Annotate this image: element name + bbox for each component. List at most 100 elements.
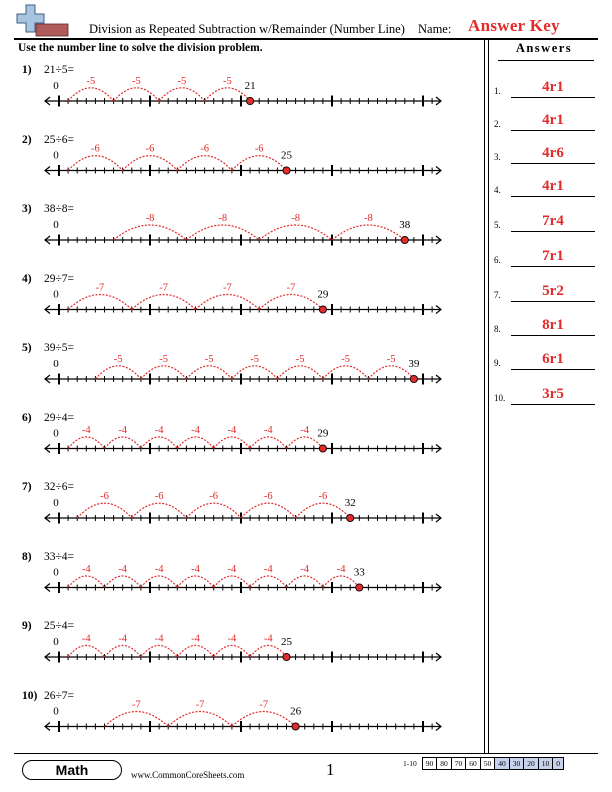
- jump-arc: [249, 644, 287, 658]
- jump-arc: [131, 294, 196, 310]
- dividend-label: 39: [408, 358, 420, 370]
- jump-arc: [286, 575, 324, 588]
- jump-label: -5: [159, 354, 168, 365]
- subject-badge: Math: [22, 760, 122, 780]
- problem-number: 1): [22, 64, 32, 76]
- jump-arc: [67, 644, 105, 658]
- answer-number: 10.: [494, 393, 506, 403]
- jump-label: -7: [196, 700, 205, 711]
- jump-arc: [104, 436, 142, 449]
- dividend-dot: [246, 96, 255, 106]
- website-link[interactable]: www.CommonCoreSheets.com: [131, 770, 245, 780]
- jump-label: -4: [228, 564, 237, 575]
- answer-blank-line: [511, 301, 595, 302]
- dividend-dot: [318, 444, 327, 453]
- dividend-label: 29: [317, 289, 329, 301]
- jump-arc: [104, 644, 142, 658]
- jump-label: -4: [300, 425, 309, 436]
- jump-label: -7: [159, 283, 168, 294]
- dividend-dot: [318, 305, 327, 314]
- jump-label: -4: [300, 564, 309, 575]
- score-cell: 80: [436, 757, 452, 770]
- jump-label: -4: [228, 425, 237, 436]
- jump-arc: [231, 711, 297, 727]
- jump-label: -4: [155, 633, 164, 644]
- answer-value: 8r1: [542, 317, 564, 333]
- jump-label: -6: [200, 144, 209, 155]
- answer-blank-line: [511, 196, 595, 197]
- dividend-label: 32: [345, 497, 356, 509]
- axis-right-arrow: [435, 374, 442, 384]
- score-cell: 0: [552, 757, 564, 770]
- answer-value: 7r1: [542, 248, 564, 264]
- score-cell: 40: [494, 757, 510, 770]
- jump-label: -6: [100, 491, 109, 502]
- axis-left-arrow: [44, 235, 51, 245]
- problem-number: 9): [22, 620, 32, 632]
- jump-label: -5: [250, 354, 259, 365]
- jump-arc: [104, 575, 142, 588]
- axis-right-arrow: [435, 513, 442, 523]
- jump-arc: [176, 436, 215, 449]
- jump-label: -4: [228, 633, 237, 644]
- jump-label: -4: [82, 425, 91, 436]
- jump-label: -5: [205, 354, 214, 365]
- jump-label: -4: [337, 564, 346, 575]
- jump-label: -4: [191, 564, 200, 575]
- jump-arc: [67, 575, 105, 588]
- jump-arc: [67, 87, 115, 102]
- jump-label: -4: [191, 425, 200, 436]
- zero-label: 0: [53, 497, 59, 509]
- worksheet-title: Division as Repeated Subtraction w/Remai…: [89, 22, 405, 36]
- jump-arc: [213, 436, 251, 449]
- problem-number: 6): [22, 411, 32, 424]
- answer-number: 4.: [494, 185, 501, 195]
- answer-blank-line: [511, 369, 595, 370]
- problem-equation: 29÷7=: [44, 272, 75, 285]
- axis-left-arrow: [44, 513, 51, 523]
- answer-number: 1.: [494, 86, 501, 96]
- jump-label: -4: [118, 633, 127, 644]
- axis-right-arrow: [435, 96, 442, 106]
- instructions: Use the number line to solve the divisio…: [18, 42, 263, 54]
- jump-label: -4: [118, 425, 127, 436]
- jump-label: -4: [155, 425, 164, 436]
- problem-number: 5): [22, 342, 32, 354]
- plus-sign-logo-icon: [16, 4, 69, 37]
- answer-blank-line: [511, 404, 595, 405]
- jump-label: -4: [264, 564, 273, 575]
- jump-label: -4: [82, 564, 91, 575]
- jump-arc: [249, 575, 287, 588]
- answers-title: Answers: [515, 41, 573, 55]
- score-table: 1-10 90 80 70 60 50 40 30 20 10 0: [400, 757, 564, 770]
- zero-label: 0: [53, 358, 59, 370]
- zero-label: 0: [53, 567, 59, 579]
- jump-label: -6: [91, 144, 100, 155]
- jump-arc: [94, 365, 142, 380]
- zero-label: 0: [53, 289, 59, 301]
- answer-row: 3. 4r6: [494, 144, 604, 164]
- answer-row: 6. 7r1: [494, 247, 604, 267]
- jump-arc: [185, 502, 242, 519]
- jump-arc: [76, 502, 133, 519]
- dividend-label: 29: [317, 428, 329, 440]
- name-label: Name:: [418, 22, 452, 36]
- zero-label: 0: [53, 150, 59, 162]
- answer-row: 7. 5r2: [494, 282, 604, 302]
- jump-label: -6: [146, 144, 155, 155]
- jump-arc: [213, 575, 251, 588]
- jump-arc: [231, 155, 287, 171]
- jump-label: -7: [259, 700, 268, 711]
- jump-label: -5: [86, 76, 95, 87]
- jump-label: -8: [364, 213, 373, 224]
- problem-number: 4): [22, 272, 32, 285]
- answer-row: 4. 4r1: [494, 177, 604, 197]
- jump-arc: [331, 224, 406, 241]
- dividend-dot: [409, 374, 418, 384]
- jump-arc: [140, 365, 187, 380]
- problem-equation: 39÷5=: [44, 342, 75, 354]
- answer-value: 5r2: [542, 283, 564, 299]
- answer-value: 7r4: [542, 213, 564, 229]
- answers-title-underline: [498, 60, 594, 61]
- footer-rule: [14, 753, 598, 754]
